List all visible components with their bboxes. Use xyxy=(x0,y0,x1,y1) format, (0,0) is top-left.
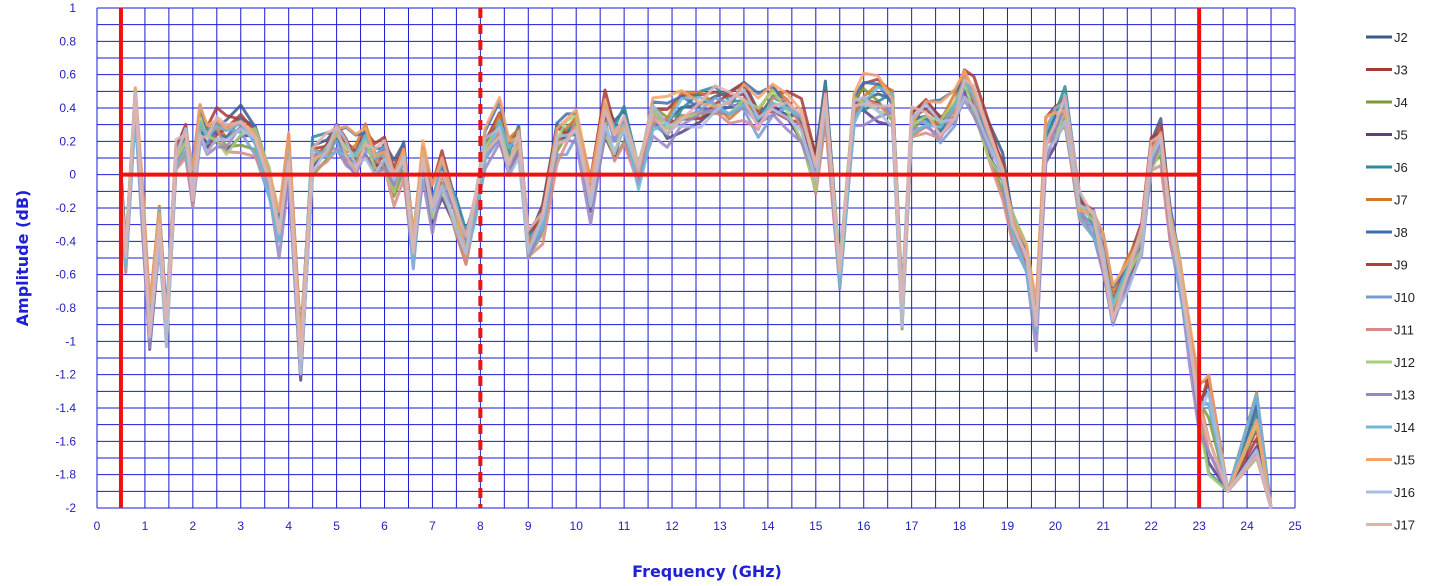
legend-label: J13 xyxy=(1394,388,1415,403)
y-tick-label: 0.8 xyxy=(59,34,76,48)
x-axis-title: Frequency (GHz) xyxy=(632,562,782,581)
y-tick-label: 0.4 xyxy=(59,101,76,115)
y-tick-label: 0.6 xyxy=(59,68,76,82)
series-layer xyxy=(119,68,1273,509)
x-tick-label: 11 xyxy=(618,519,631,533)
y-tick-label: -0.6 xyxy=(55,268,76,282)
legend-label: J4 xyxy=(1394,95,1408,110)
series-line-j17 xyxy=(119,78,1273,509)
x-tick-label: 21 xyxy=(1097,519,1111,533)
x-tick-label: 3 xyxy=(237,519,244,533)
series-line-j14 xyxy=(119,79,1273,509)
y-tick-labels: 1 0.8 0.6 0.4 0.2 0 -0.2 -0.4 -0.6 -0.8 -1 -1.2 -1.4… xyxy=(55,1,76,515)
x-tick-label: 13 xyxy=(713,519,727,533)
x-tick-label: 17 xyxy=(905,519,919,533)
y-axis-title: Amplitude (dB) xyxy=(13,190,32,327)
y-tick-label: -1.2 xyxy=(55,368,76,382)
legend-label: J17 xyxy=(1394,518,1415,533)
y-tick-label: -1.4 xyxy=(55,401,76,415)
x-tick-label: 0 xyxy=(94,519,101,533)
y-tick-label: 1 xyxy=(69,1,76,15)
y-tick-label: -0.2 xyxy=(55,201,76,215)
legend-label: J2 xyxy=(1394,30,1408,45)
legend: J2 J3 J4 J5 J6 J7 J8 J9 J10 J11 J12 J13 J14 J15 J16 J17 xyxy=(1366,30,1415,533)
y-tick-label: 0.2 xyxy=(59,134,76,148)
x-tick-label: 12 xyxy=(665,519,679,533)
legend-label: J6 xyxy=(1394,160,1408,175)
y-tick-label: 0 xyxy=(69,168,76,182)
x-tick-label: 7 xyxy=(429,519,436,533)
x-tick-label: 24 xyxy=(1240,519,1254,533)
x-tick-label: 6 xyxy=(381,519,388,533)
x-tick-label: 8 xyxy=(477,519,484,533)
x-tick-label: 18 xyxy=(953,519,967,533)
reference-lines xyxy=(118,8,1202,508)
y-tick-label: -2 xyxy=(65,501,76,515)
legend-label: J15 xyxy=(1394,453,1415,468)
y-tick-label: -1.6 xyxy=(55,434,76,448)
x-tick-label: 23 xyxy=(1192,519,1206,533)
x-tick-label: 15 xyxy=(809,519,823,533)
x-tick-label: 14 xyxy=(761,519,775,533)
x-tick-label: 22 xyxy=(1145,519,1159,533)
legend-label: J12 xyxy=(1394,355,1415,370)
x-tick-label: 9 xyxy=(525,519,532,533)
legend-label: J9 xyxy=(1394,258,1408,273)
x-tick-labels: 0 1 2 3 4 5 6 7 8 9 10 11 12 13 14 15 16 17 18 19 20 21 22 23 24… xyxy=(94,519,1302,533)
x-tick-label: 10 xyxy=(570,519,584,533)
x-tick-label: 5 xyxy=(333,519,340,533)
x-tick-label: 19 xyxy=(1001,519,1015,533)
legend-label: J3 xyxy=(1394,63,1408,78)
x-tick-label: 20 xyxy=(1049,519,1063,533)
y-tick-label: -1.8 xyxy=(55,468,76,482)
legend-label: J5 xyxy=(1394,128,1408,143)
x-tick-label: 16 xyxy=(857,519,871,533)
y-tick-label: -1 xyxy=(65,334,76,348)
x-tick-label: 25 xyxy=(1288,519,1302,533)
legend-label: J14 xyxy=(1394,420,1415,435)
y-tick-label: -0.8 xyxy=(55,301,76,315)
x-tick-label: 1 xyxy=(142,519,149,533)
y-tick-label: -0.4 xyxy=(55,234,76,248)
legend-label: J10 xyxy=(1394,290,1415,305)
x-tick-label: 4 xyxy=(285,519,292,533)
legend-label: J11 xyxy=(1394,323,1414,338)
legend-label: J8 xyxy=(1394,225,1408,240)
x-tick-label: 2 xyxy=(189,519,196,533)
legend-label: J7 xyxy=(1394,193,1408,208)
legend-label: J16 xyxy=(1394,485,1415,500)
